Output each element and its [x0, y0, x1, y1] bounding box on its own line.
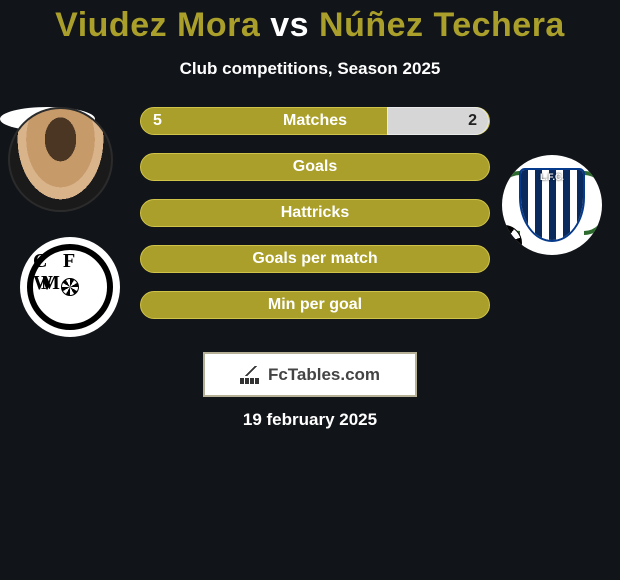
stat-label: Goals: [293, 158, 337, 176]
stat-label: Matches: [283, 112, 347, 130]
soccer-ball-icon: [61, 278, 79, 296]
wreath-right-icon: [584, 171, 602, 235]
stat-row-goals: Goals: [140, 153, 490, 181]
stat-label: Min per goal: [268, 296, 362, 314]
title-player2: Núñez Techera: [319, 6, 565, 44]
club2-shield: L.F.C.: [519, 168, 585, 242]
page-title: Viudez Mora vs Núñez Techera: [0, 0, 620, 45]
club2-badge: L.F.C.: [502, 155, 602, 255]
stat-bars: 5 Matches 2 Goals Hattricks Goals per ma…: [140, 107, 490, 337]
stat-left-value: 5: [153, 108, 162, 134]
club1-badge-inner: M W F C: [27, 244, 113, 330]
club2-text: L.F.C.: [521, 172, 583, 182]
branding-text: FcTables.com: [268, 365, 380, 385]
title-vs: vs: [270, 6, 309, 44]
subtitle: Club competitions, Season 2025: [0, 59, 620, 79]
stat-row-hattricks: Hattricks: [140, 199, 490, 227]
stat-label: Hattricks: [281, 204, 349, 222]
stat-right-value: 2: [468, 108, 477, 134]
branding-box: FcTables.com: [203, 352, 417, 397]
stat-row-matches: 5 Matches 2: [140, 107, 490, 135]
player1-avatar: [8, 107, 113, 212]
bar-chart-icon: [240, 366, 262, 384]
club1-badge: M W F C: [20, 237, 120, 337]
stat-row-mpg: Min per goal: [140, 291, 490, 319]
stat-row-gpm: Goals per match: [140, 245, 490, 273]
title-player1: Viudez Mora: [55, 6, 260, 44]
stat-label: Goals per match: [252, 250, 377, 268]
date-text: 19 february 2025: [0, 410, 620, 430]
